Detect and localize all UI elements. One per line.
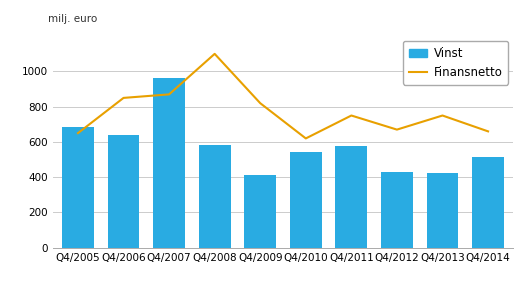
Legend: Vinst, Finansnetto: Vinst, Finansnetto: [403, 41, 508, 85]
Bar: [62, 127, 94, 248]
Bar: [426, 173, 459, 248]
Text: milj. euro: milj. euro: [48, 14, 97, 24]
Bar: [472, 157, 504, 248]
Bar: [107, 135, 140, 248]
Bar: [381, 172, 413, 248]
Bar: [335, 146, 367, 248]
Bar: [153, 78, 185, 248]
Bar: [290, 152, 322, 248]
Bar: [199, 145, 231, 248]
Bar: [244, 175, 276, 248]
